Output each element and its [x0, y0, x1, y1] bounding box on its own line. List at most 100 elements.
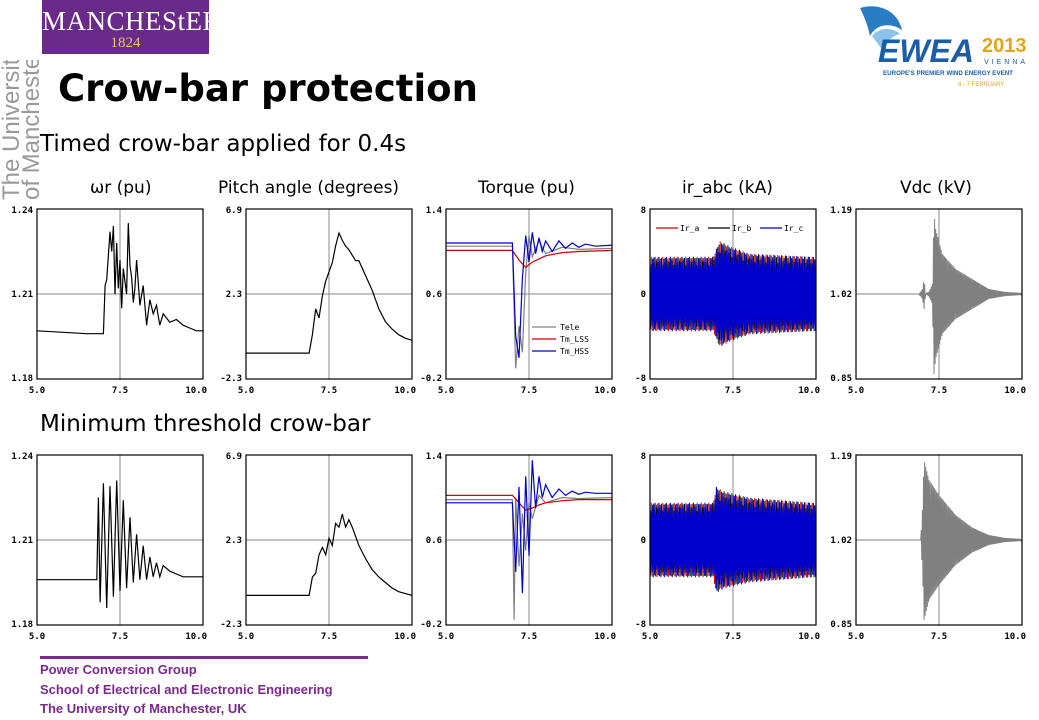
slide-title: Crow-bar protection	[58, 67, 478, 110]
y-tick-label: -8	[635, 620, 646, 630]
chart-m-torque: 1.4 0.6 -0.2 5.0 7.5 10.0	[420, 452, 616, 642]
dc-voltage-trace	[856, 218, 1022, 375]
y-tick-label: 0	[641, 290, 646, 300]
label-torque: Torque (pu)	[478, 178, 575, 198]
chart-t-pitch: 6.9 2.3 -2.3 5.0 7.5 10.0	[220, 206, 416, 396]
plot-frame	[245, 208, 413, 380]
plot-frame	[855, 208, 1023, 380]
plot-frame	[36, 454, 204, 626]
section-title-minimum: Minimum threshold crow-bar	[40, 411, 371, 437]
y-tick-label: 0.6	[426, 536, 442, 546]
chart-m-pitch: 6.9 2.3 -2.3 5.0 7.5 10.0	[220, 452, 416, 642]
plot-group: 1.24 1.21 1.18 5.0 7.5 10.0	[11, 452, 207, 642]
y-tick-label: -2.3	[220, 374, 242, 384]
plot-group: 8 0 -8 5.0 7.5 10.0	[635, 452, 820, 642]
plot-group: 1.24 1.21 1.18 5.0 7.5 10.0	[11, 206, 207, 396]
ewea-tagline: EUROPE'S PREMIER WIND ENERGY EVENT	[883, 70, 1013, 77]
chart-m-ir: 8 0 -8 5.0 7.5 10.0	[635, 452, 820, 642]
university-of-manchester-logo: MANCHEStER 1824	[42, 0, 221, 54]
legend-label-1: Ir_b	[732, 224, 751, 233]
legend-label-0: Tele	[560, 323, 579, 332]
label-rotor-current: ir_abc (kA)	[682, 178, 773, 198]
y-tick-label: 0.85	[830, 620, 852, 630]
x-tick-label: 7.5	[725, 386, 741, 396]
plot-group: 6.9 2.3 -2.3 5.0 7.5 10.0	[220, 206, 416, 396]
x-tick-label: 5.0	[29, 386, 45, 396]
x-tick-label: 5.0	[642, 632, 658, 642]
university-vertical-wordmark: The University of Manchester	[0, 47, 45, 200]
dc-voltage-trace	[856, 462, 1022, 621]
plot-frame	[245, 454, 413, 626]
y-tick-label: 6.9	[226, 206, 242, 216]
footer-divider	[40, 656, 368, 659]
x-tick-label: 7.5	[112, 386, 128, 396]
chart-m-vdc: 1.19 1.02 0.85 5.0 7.5 10.0	[830, 452, 1026, 642]
plot-frame	[445, 208, 613, 380]
footer-school: School of Electrical and Electronic Engi…	[40, 682, 333, 697]
y-tick-label: 1.4	[426, 206, 443, 216]
chart-m-wr: 1.24 1.21 1.18 5.0 7.5 10.0	[11, 452, 207, 642]
chart-t-vdc: 1.19 1.02 0.85 5.0 7.5 10.0	[830, 206, 1026, 396]
current-phase-line-2	[650, 486, 816, 591]
current-phase-line-2	[650, 243, 816, 346]
x-tick-label: 10.0	[594, 386, 616, 396]
wind-swirl-icon	[860, 6, 902, 36]
plot-area	[37, 480, 203, 609]
plot-frame	[855, 454, 1023, 626]
x-tick-label: 10.0	[594, 632, 616, 642]
x-tick-label: 7.5	[931, 386, 947, 396]
series-line-0	[37, 480, 203, 609]
plot-frame	[649, 208, 817, 380]
plot-group: 1.19 1.02 0.85 5.0 7.5 10.0	[830, 206, 1026, 396]
plot-area	[446, 460, 612, 620]
x-tick-label: 10.0	[1004, 386, 1026, 396]
y-tick-label: 1.19	[830, 206, 852, 216]
torque-legend: Tele Tm_LSS Tm_HSS	[532, 323, 589, 356]
plot-frame	[445, 454, 613, 626]
plot-frame	[36, 208, 204, 380]
x-tick-label: 10.0	[394, 632, 416, 642]
y-tick-label: 1.02	[830, 536, 852, 546]
legend-label-2: Tm_HSS	[560, 347, 589, 356]
plot-group: 6.9 2.3 -2.3 5.0 7.5 10.0	[220, 452, 416, 642]
y-tick-label: 6.9	[226, 452, 242, 462]
footer-group: Power Conversion Group	[40, 662, 197, 677]
y-tick-label: 1.21	[11, 536, 33, 546]
y-tick-label: 0	[641, 536, 646, 546]
x-tick-label: 5.0	[438, 632, 454, 642]
x-tick-label: 10.0	[185, 632, 207, 642]
x-tick-label: 5.0	[438, 386, 454, 396]
ewea-2013-logo: EWEA 2013 VIENNA EUROPE'S PREMIER WIND E…	[850, 0, 1035, 95]
plot-area	[246, 513, 412, 596]
label-rotor-speed: ωr (pu)	[90, 178, 152, 198]
y-tick-label: 0.85	[830, 374, 852, 384]
plot-group: 1.4 0.6 -0.2 5.0 7.5 10.0	[420, 452, 616, 642]
series-line-0	[246, 231, 412, 354]
legend-label-1: Tm_LSS	[560, 335, 589, 344]
plot-frame	[649, 454, 817, 626]
plot-area	[650, 486, 816, 592]
y-tick-label: 1.24	[11, 206, 33, 216]
ewea-year: 2013	[982, 35, 1027, 57]
label-pitch-angle: Pitch angle (degrees)	[218, 178, 400, 198]
series-line-2	[446, 460, 612, 594]
wordmark-line-2: of Manchester	[18, 60, 45, 200]
series-line-0	[37, 223, 203, 335]
ewea-city: VIENNA	[984, 59, 1028, 66]
y-tick-label: 1.02	[830, 290, 852, 300]
x-tick-label: 5.0	[29, 632, 45, 642]
plot-area	[856, 218, 1022, 375]
series-line-2	[446, 232, 612, 358]
y-tick-label: 2.3	[226, 290, 242, 300]
ewea-name: EWEA	[878, 33, 974, 69]
x-tick-label: 7.5	[112, 632, 128, 642]
plot-group: Ir_a Ir_b Ir_c 8 0 -8 5.0 7.5 10.0	[635, 206, 820, 396]
x-tick-label: 10.0	[1004, 632, 1026, 642]
chart-t-wr: 1.24 1.21 1.18 5.0 7.5 10.0	[11, 206, 207, 396]
y-tick-label: 0.6	[426, 290, 442, 300]
y-tick-label: 1.21	[11, 290, 33, 300]
y-tick-label: -0.2	[420, 374, 442, 384]
chart-t-ir: Ir_a Ir_b Ir_c 8 0 -8 5.0 7.5 10.0	[635, 206, 820, 396]
y-tick-label: 1.19	[830, 452, 852, 462]
y-tick-label: 8	[641, 452, 646, 462]
